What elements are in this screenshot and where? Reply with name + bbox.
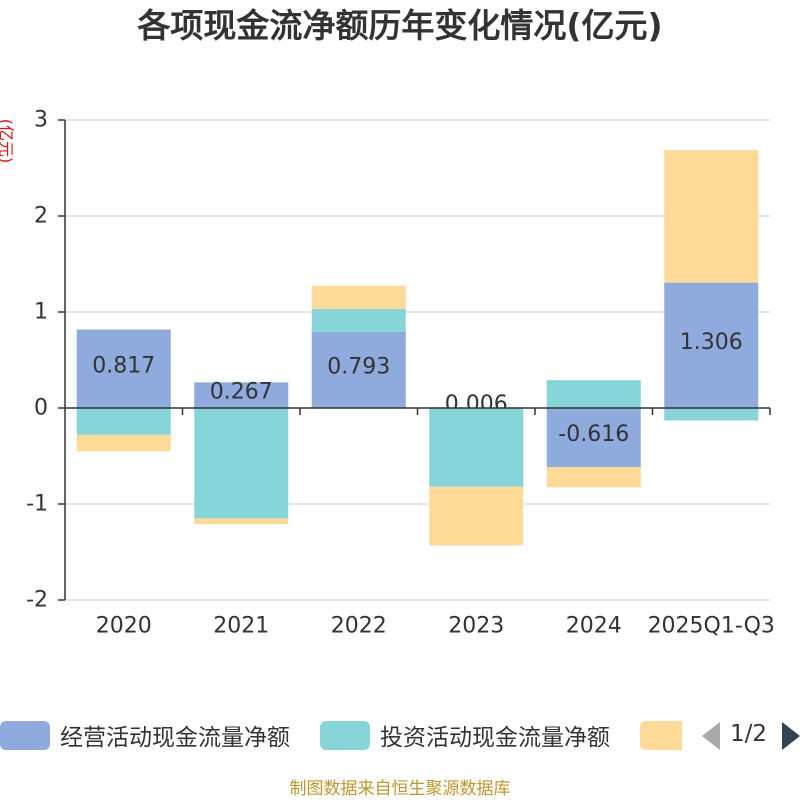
legend-label-operating-cashflow: 经营活动现金流量净额	[60, 725, 290, 751]
x-category-label: 2021	[213, 614, 269, 639]
y-tick-label: -1	[26, 492, 48, 517]
data-source-footer: 制图数据来自恒生聚源数据库	[289, 779, 511, 799]
legend-prev-page-icon[interactable]	[702, 722, 720, 750]
legend-item-investing-cashflow[interactable]: 投资活动现金流量净额	[320, 720, 610, 751]
data-label-2020: 0.817	[92, 353, 155, 378]
chart-title: 各项现金流净额历年变化情况(亿元)	[137, 6, 663, 45]
bar-series-1-2022[interactable]	[311, 331, 406, 408]
bar-series-3-2024[interactable]	[546, 467, 641, 488]
bar-series-1-2021[interactable]	[194, 382, 289, 408]
chart-plot-area: (亿元) -2-101230.8170.2670.7930.006-0.6161…	[0, 108, 775, 639]
bar-series-3-2020[interactable]	[76, 434, 171, 452]
bar-series-2-2023[interactable]	[429, 408, 524, 487]
data-label-2021: 0.267	[210, 380, 273, 405]
y-tick-label: 3	[34, 108, 48, 133]
bar-series-1-2020[interactable]	[76, 329, 171, 408]
legend-swatch-series-3	[640, 720, 682, 750]
bar-series-3-2025Q1-Q3[interactable]	[664, 150, 759, 283]
bar-series-2-2021[interactable]	[194, 408, 289, 519]
legend-next-page-icon[interactable]	[782, 722, 800, 750]
data-label-2024: -0.616	[558, 422, 629, 447]
bar-series-2-2020[interactable]	[76, 408, 171, 435]
y-tick-label: 2	[34, 204, 48, 229]
legend-label-investing-cashflow: 投资活动现金流量净额	[380, 725, 610, 751]
y-tick-label: 0	[34, 396, 48, 421]
y-tick-label: 1	[34, 300, 48, 325]
y-axis-label: (亿元)	[0, 119, 16, 164]
x-category-label: 2023	[448, 614, 504, 639]
bar-series-2-2025Q1-Q3[interactable]	[664, 408, 759, 421]
data-label-2022: 0.793	[327, 354, 390, 379]
legend-item-operating-cashflow[interactable]: 经营活动现金流量净额	[0, 720, 290, 751]
y-tick-label: -2	[26, 588, 48, 613]
legend-swatch-operating-cashflow	[0, 720, 50, 750]
legend-item-series-3[interactable]	[640, 720, 682, 750]
data-label-2025Q1-Q3: 1.306	[680, 330, 743, 355]
legend-page-indicator: 1/2	[730, 721, 768, 747]
bar-series-3-2021[interactable]	[194, 518, 289, 525]
bar-series-1-2024[interactable]	[546, 408, 641, 468]
bar-series-3-2023[interactable]	[429, 486, 524, 546]
x-category-label: 2025Q1-Q3	[648, 614, 775, 639]
x-category-label: 2024	[566, 614, 622, 639]
x-category-label: 2020	[96, 614, 152, 639]
x-category-label: 2022	[331, 614, 387, 639]
bar-series-3-2022[interactable]	[311, 285, 406, 309]
legend-swatch-investing-cashflow	[320, 720, 370, 750]
bar-series-1-2025Q1-Q3[interactable]	[664, 282, 759, 408]
bar-series-2-2022[interactable]	[311, 308, 406, 332]
bar-series-2-2024[interactable]	[546, 380, 641, 408]
